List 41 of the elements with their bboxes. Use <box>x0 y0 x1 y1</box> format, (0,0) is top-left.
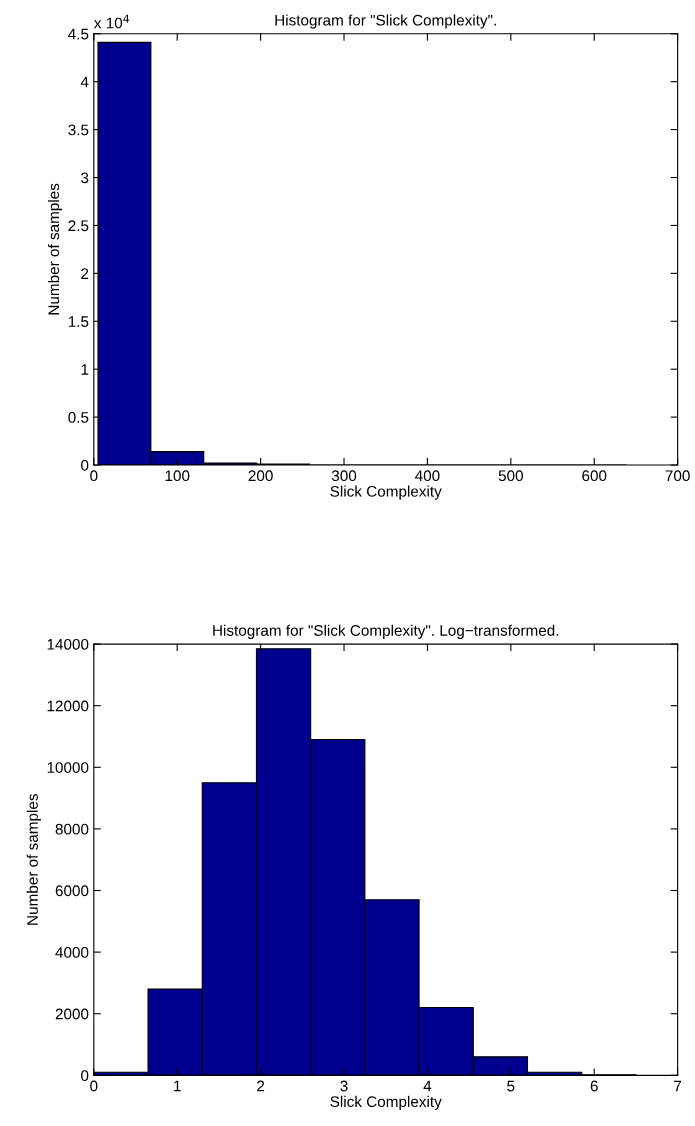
x-tick-label: 4 <box>423 1080 432 1092</box>
x-tick-label: 0 <box>90 1080 98 1092</box>
y-tick-label: 0.5 <box>68 411 89 423</box>
x-tick-label: 300 <box>331 470 357 482</box>
y-tick-label: 4000 <box>55 946 89 958</box>
y-tick-label: 10000 <box>47 762 89 773</box>
y-tick-label: 12000 <box>47 700 89 712</box>
y-tick-label: 14000 <box>47 638 89 650</box>
y-tick-label: 1.5 <box>68 316 89 327</box>
y-axis-title: Number of samples <box>47 183 63 315</box>
x-tick-label: 400 <box>415 470 440 482</box>
chart-title: Histogram for "Slick Complexity". Log−transformed. <box>213 624 559 639</box>
text: x 10$^{4}$ <box>94 14 130 29</box>
x-tick-label: 3 <box>340 1080 348 1092</box>
y-tick-label: 2.5 <box>68 220 89 232</box>
y-tick-label: 0 <box>81 1070 89 1082</box>
y-axis-title: Number of samples <box>26 794 41 925</box>
y-tick-label: 1 <box>81 364 89 375</box>
y-tick-label: 3 <box>81 172 89 184</box>
x-axis-title: Slick Complexity <box>330 1095 442 1111</box>
y-tick-label: 4.5 <box>68 28 89 40</box>
x-tick-label: 100 <box>165 470 190 482</box>
x-axis-title: Slick Complexity <box>330 485 442 500</box>
y-tick-label: 6000 <box>55 885 89 897</box>
y-tick-label: 2 <box>81 268 89 279</box>
y-tick-label: 8000 <box>55 823 89 835</box>
x-tick-label: 200 <box>248 470 273 482</box>
chart-title: Histogram for "Slick Complexity". <box>275 14 496 29</box>
y-tick-label: 2000 <box>55 1008 89 1020</box>
x-tick-label: 0 <box>90 470 98 482</box>
y-tick-label: 4 <box>80 76 89 88</box>
x-tick-label: 2 <box>257 1080 265 1092</box>
x-tick-label: 600 <box>582 470 607 482</box>
x-tick-label: 6 <box>590 1080 598 1092</box>
y-tick-label: 0 <box>81 459 89 471</box>
x-tick-label: 700 <box>665 470 690 482</box>
x-tick-label: 5 <box>507 1080 515 1092</box>
x-tick-label: 7 <box>674 1080 682 1092</box>
y-tick-label: 3.5 <box>68 124 89 136</box>
x-tick-label: 500 <box>498 470 523 482</box>
x-tick-label: 1 <box>174 1080 181 1092</box>
